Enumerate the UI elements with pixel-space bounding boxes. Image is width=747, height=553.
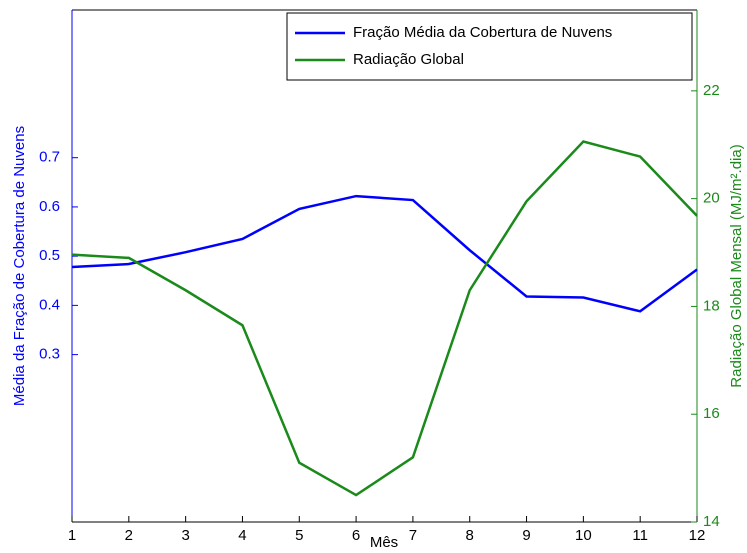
y-axis-label: Média da Fração de Cobertura de Nuvens [11, 126, 28, 406]
y2-axis-label: Radiação Global Mensal (MJ/m².dia) [728, 144, 745, 387]
x-tick-label: 1 [68, 527, 76, 544]
x-tick-label: 8 [466, 527, 474, 544]
x-tick-label: 12 [689, 527, 706, 544]
x-tick-label: 6 [352, 527, 360, 544]
y-tick-label: 0.7 [39, 149, 60, 166]
y2-tick-label: 14 [703, 513, 720, 530]
y-tick-label: 0.6 [39, 198, 60, 215]
x-tick-label: 11 [632, 527, 648, 544]
x-tick-label: 10 [575, 527, 592, 544]
series-line [71, 194, 698, 313]
y2-tick-label: 22 [703, 82, 720, 99]
y-tick-label: 0.4 [39, 296, 60, 313]
y2-tick-label: 16 [703, 405, 720, 422]
legend-label: Fração Média da Cobertura de Nuvens [353, 24, 612, 41]
x-tick-label: 5 [295, 527, 303, 544]
y2-tick-label: 20 [703, 190, 720, 207]
y-tick-label: 0.5 [39, 247, 60, 264]
x-tick-label: 2 [125, 527, 133, 544]
x-tick-label: 9 [522, 527, 530, 544]
y-tick-label: 0.3 [39, 346, 60, 363]
x-tick-label: 3 [181, 527, 189, 544]
legend-box [286, 12, 693, 81]
x-axis-label: Mês [370, 534, 398, 551]
legend-label: Radiação Global [353, 51, 464, 68]
series-line [71, 140, 698, 497]
y2-tick-label: 18 [703, 297, 720, 314]
x-tick-label: 7 [409, 527, 417, 544]
x-tick-label: 4 [238, 527, 246, 544]
